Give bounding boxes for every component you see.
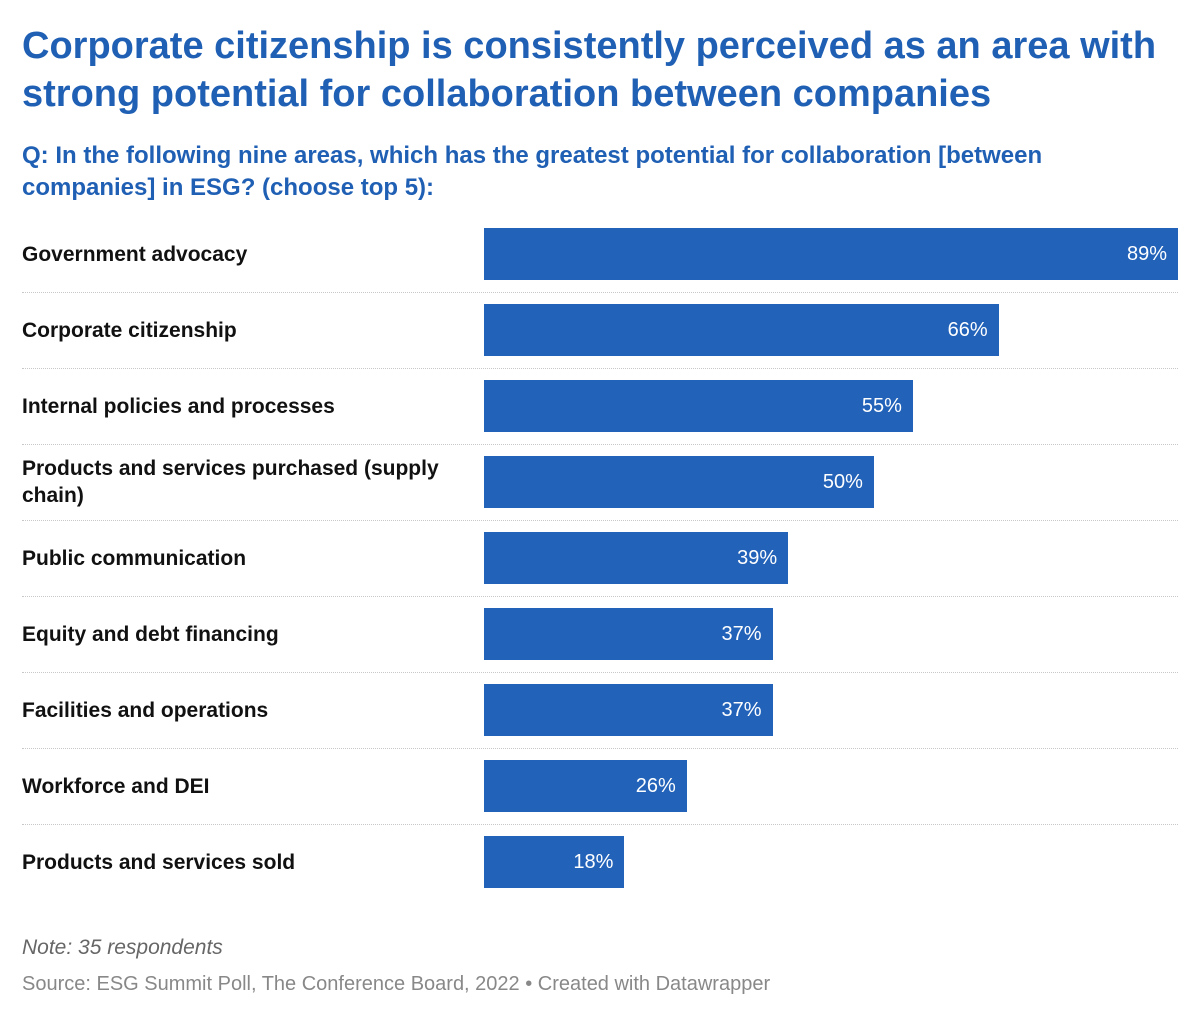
- category-label: Workforce and DEI: [22, 774, 210, 798]
- bar-value-label: 89%: [1126, 243, 1167, 265]
- chart-note: Note: 35 respondents: [22, 936, 223, 959]
- category-label: Corporate citizenship: [22, 318, 237, 342]
- chart-source: Source: ESG Summit Poll, The Conference …: [22, 973, 771, 995]
- row-separator: [22, 520, 1178, 521]
- category-label: Public communication: [22, 546, 247, 570]
- category-label: Products and services sold: [22, 850, 296, 874]
- bar-value-label: 37%: [721, 623, 762, 645]
- bar: [484, 760, 687, 812]
- row-separator: [22, 292, 1178, 293]
- row-separator: [22, 368, 1178, 369]
- bar-value-label: 26%: [635, 775, 676, 797]
- row-separator: [22, 672, 1178, 673]
- chart-title: Corporate citizenship is consistently pe…: [22, 25, 1157, 115]
- bar-value-label: 18%: [573, 851, 614, 873]
- chart-subtitle: Q: In the following nine areas, which ha…: [22, 142, 1043, 201]
- bar-value-label: 50%: [822, 471, 863, 493]
- bar: [484, 228, 1178, 280]
- category-label: Facilities and operations: [22, 698, 269, 722]
- bar: [484, 532, 789, 584]
- bar: [484, 684, 773, 736]
- bar: [484, 304, 999, 356]
- bar-value-label: 37%: [721, 699, 762, 721]
- bar: [484, 608, 773, 660]
- bar-value-label: 66%: [947, 319, 988, 341]
- row-separator: [22, 596, 1178, 597]
- row-separator: [22, 748, 1178, 749]
- bar-value-label: 55%: [861, 395, 902, 417]
- bar: [484, 836, 625, 888]
- bar-value-label: 39%: [737, 547, 778, 569]
- bar: [484, 456, 874, 508]
- category-label: Products and services purchased (supply …: [22, 457, 439, 507]
- category-label: Government advocacy: [22, 242, 248, 266]
- category-label: Equity and debt financing: [22, 622, 279, 646]
- category-label: Internal policies and processes: [22, 394, 335, 418]
- row-separator: [22, 444, 1178, 445]
- row-separator: [22, 824, 1178, 825]
- bar: [484, 380, 913, 432]
